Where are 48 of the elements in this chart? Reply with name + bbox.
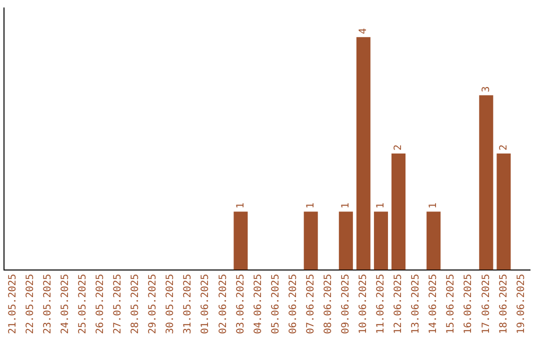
x-tick-label: 10.06.2025: [358, 274, 370, 334]
x-tick-label: 23.05.2025: [42, 274, 54, 334]
bar: [479, 95, 494, 270]
bar: [374, 212, 388, 270]
x-tick-label: 13.06.2025: [410, 274, 422, 334]
x-tick-label: 15.06.2025: [446, 274, 457, 334]
bar: [391, 153, 406, 270]
data-label: 2: [393, 144, 404, 150]
x-tick-label: 16.06.2025: [463, 274, 474, 334]
x-tick-label: 08.06.2025: [322, 274, 334, 334]
x-tick-label: 26.05.2025: [95, 274, 106, 334]
x-tick-label: 29.05.2025: [148, 274, 159, 334]
x-tick-label: 09.06.2025: [340, 274, 352, 334]
data-label: 1: [428, 202, 440, 209]
data-label: 4: [358, 28, 370, 34]
bar: [496, 153, 511, 270]
bar: [234, 212, 248, 270]
x-tick-label: 21.05.2025: [7, 274, 18, 334]
x-tick-label: 24.05.2025: [60, 274, 71, 334]
x-tick-label: 25.05.2025: [77, 274, 88, 334]
x-tick-label: 05.06.2025: [270, 274, 282, 334]
x-tick-label: 06.06.2025: [288, 274, 299, 334]
data-label: 1: [376, 202, 387, 209]
x-tick-label: 11.06.2025: [376, 274, 387, 334]
bar: [356, 37, 370, 270]
x-tick-label: 19.06.2025: [516, 274, 527, 334]
x-tick-label: 14.06.2025: [428, 274, 440, 334]
data-label: 3: [480, 86, 492, 92]
x-tick-label: 03.06.2025: [235, 274, 246, 334]
bar: [304, 212, 318, 270]
bar: [426, 212, 441, 270]
x-tick-label: 04.06.2025: [252, 274, 264, 334]
x-tick-label: 18.06.2025: [498, 274, 510, 334]
bar: [338, 212, 353, 270]
x-tick-label: 27.05.2025: [112, 274, 124, 334]
x-tick-label: 17.06.2025: [480, 274, 492, 334]
data-label: 1: [305, 202, 316, 209]
x-tick-label: 12.06.2025: [393, 274, 404, 334]
data-label: 2: [498, 144, 510, 150]
data-label: 1: [340, 202, 352, 209]
x-tick-label: 28.05.2025: [130, 274, 142, 334]
x-tick-label: 01.06.2025: [200, 274, 212, 334]
x-tick-label: 07.06.2025: [305, 274, 316, 334]
x-tick-label: 30.05.2025: [165, 274, 176, 334]
data-label: 1: [235, 202, 246, 209]
x-tick-label: 31.05.2025: [182, 274, 194, 334]
x-tick-label: 22.05.2025: [24, 274, 36, 334]
x-tick-label: 02.06.2025: [218, 274, 229, 334]
